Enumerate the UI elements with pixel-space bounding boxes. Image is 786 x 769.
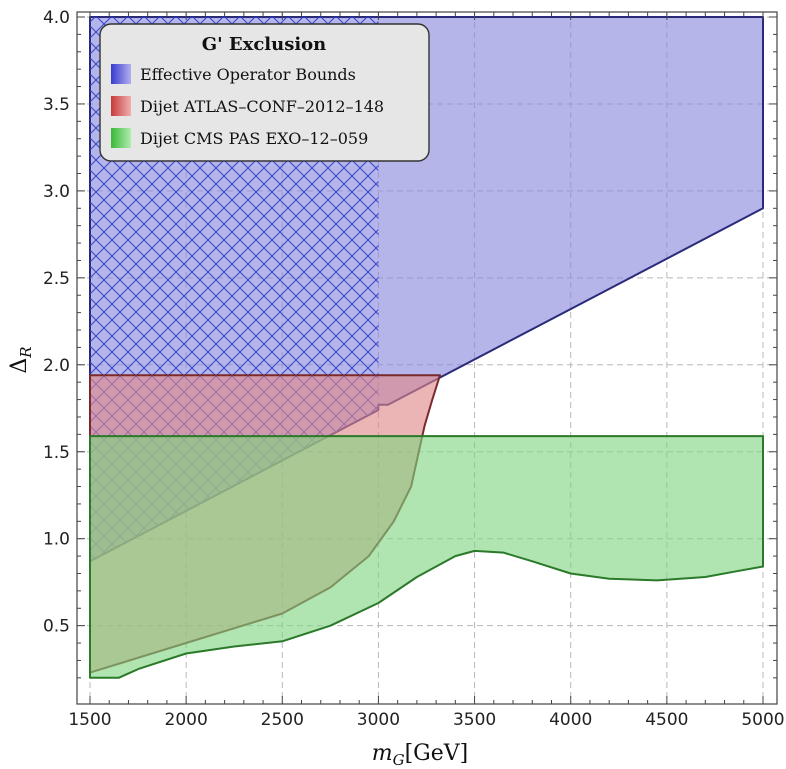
y-axis-title: ΔR bbox=[7, 346, 35, 373]
y-tick-label-3.0: 3.0 bbox=[43, 182, 70, 202]
legend-title: G' Exclusion bbox=[202, 34, 327, 55]
y-axis-title-main: Δ bbox=[7, 358, 32, 374]
region-green bbox=[89, 435, 764, 679]
x-tick-label-1500: 1500 bbox=[68, 710, 111, 730]
y-tick-label-1.5: 1.5 bbox=[43, 443, 70, 463]
x-tick-label-3000: 3000 bbox=[357, 710, 400, 730]
x-tick-label-4500: 4500 bbox=[645, 710, 688, 730]
tick-labels: 1500 2000 2500 3000 3500 4000 4500 5000 0.5 1.0 1.… bbox=[43, 8, 785, 730]
y-tick-label-0.5: 0.5 bbox=[43, 617, 70, 637]
legend-swatch-blue bbox=[111, 64, 131, 84]
y-tick-label-3.5: 3.5 bbox=[43, 95, 70, 115]
plot-frame bbox=[76, 11, 778, 705]
x-tick-label-2000: 2000 bbox=[165, 710, 208, 730]
x-axis-title-main: m bbox=[372, 741, 393, 766]
x-tick-label-3500: 3500 bbox=[453, 710, 496, 730]
y-tick-label-2.0: 2.0 bbox=[43, 356, 70, 376]
legend: G' Exclusion Effective Operator Bounds D… bbox=[99, 23, 430, 162]
legend-box bbox=[99, 23, 430, 162]
y-tick-label-1.0: 1.0 bbox=[43, 530, 70, 550]
legend-swatch-red bbox=[111, 96, 131, 116]
axis-ticks bbox=[77, 12, 777, 704]
legend-label-dijet-atlas: Dijet ATLAS–CONF–2012–148 bbox=[140, 97, 384, 116]
legend-swatch-green bbox=[111, 128, 131, 148]
y-axis-title-sub: R bbox=[17, 346, 35, 358]
legend-label-effective-operator: Effective Operator Bounds bbox=[140, 65, 356, 84]
x-tick-label-5000: 5000 bbox=[741, 710, 784, 730]
x-axis-title: mG[GeV] bbox=[372, 741, 469, 769]
legend-label-dijet-cms: Dijet CMS PAS EXO–12–059 bbox=[140, 129, 368, 148]
x-axis-title-unit: [GeV] bbox=[405, 741, 469, 766]
y-tick-label-4.0: 4.0 bbox=[43, 8, 70, 28]
x-tick-label-4000: 4000 bbox=[549, 710, 592, 730]
x-axis-title-sub: G bbox=[393, 751, 405, 769]
y-tick-label-2.5: 2.5 bbox=[43, 269, 70, 289]
x-tick-label-2500: 2500 bbox=[261, 710, 304, 730]
